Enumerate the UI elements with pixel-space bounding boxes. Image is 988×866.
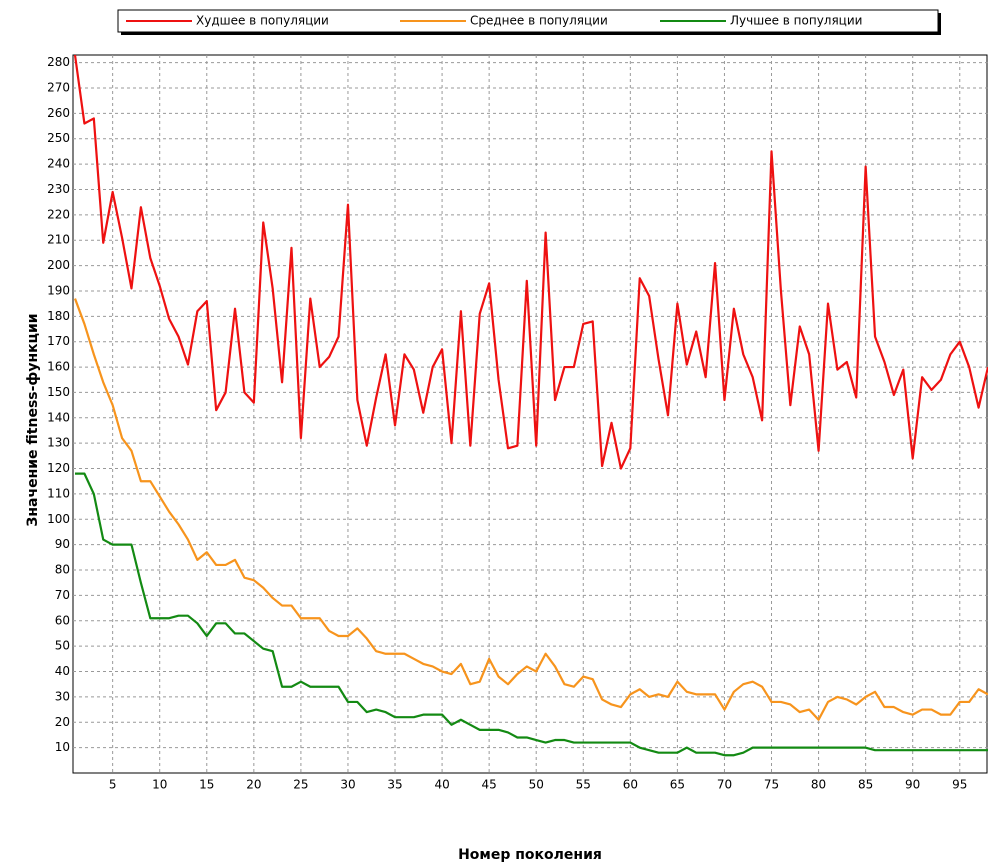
x-tick-label: 35 — [387, 778, 402, 792]
y-axis-title: Значение fitness-функции — [25, 313, 41, 526]
x-tick-label: 65 — [670, 778, 685, 792]
y-tick-label: 220 — [47, 207, 70, 221]
x-tick-label: 55 — [576, 778, 591, 792]
series-line — [73, 298, 988, 721]
y-tick-label: 150 — [47, 385, 70, 399]
y-tick-label: 270 — [47, 80, 70, 94]
y-tick-label: 240 — [47, 157, 70, 171]
y-tick-label: 100 — [47, 512, 70, 526]
y-tick-label: 80 — [55, 563, 70, 577]
y-tick-label: 20 — [55, 715, 70, 729]
legend-label: Среднее в популяции — [470, 14, 608, 28]
x-tick-label: 70 — [717, 778, 732, 792]
y-tick-label: 230 — [47, 182, 70, 196]
x-tick-label: 75 — [764, 778, 779, 792]
x-tick-label: 85 — [858, 778, 873, 792]
x-tick-label: 15 — [199, 778, 214, 792]
x-tick-label: 25 — [293, 778, 308, 792]
y-tick-label: 160 — [47, 360, 70, 374]
y-tick-label: 210 — [47, 233, 70, 247]
x-tick-label: 10 — [152, 778, 167, 792]
legend-label: Лучшее в популяции — [730, 14, 862, 28]
y-tick-label: 250 — [47, 131, 70, 145]
series-line — [75, 472, 988, 757]
x-tick-label: 90 — [905, 778, 920, 792]
y-tick-label: 110 — [47, 486, 70, 500]
y-tick-label: 170 — [47, 334, 70, 348]
y-tick-label: 70 — [55, 588, 70, 602]
y-tick-label: 130 — [47, 436, 70, 450]
x-axis-title: Номер поколения — [458, 847, 602, 863]
y-tick-label: 10 — [55, 740, 70, 754]
y-tick-label: 200 — [47, 258, 70, 272]
y-tick-label: 120 — [47, 461, 70, 475]
y-tick-label: 260 — [47, 106, 70, 120]
series-line — [73, 54, 988, 470]
x-tick-label: 5 — [109, 778, 117, 792]
x-tick-label: 95 — [952, 778, 967, 792]
y-tick-label: 50 — [55, 639, 70, 653]
y-tick-label: 30 — [55, 689, 70, 703]
y-tick-label: 140 — [47, 410, 70, 424]
y-tick-label: 180 — [47, 309, 70, 323]
x-tick-label: 50 — [529, 778, 544, 792]
x-tick-label: 45 — [482, 778, 497, 792]
x-tick-label: 40 — [434, 778, 449, 792]
legend-box — [117, 9, 939, 33]
x-tick-label: 30 — [340, 778, 355, 792]
x-tick-label: 80 — [811, 778, 826, 792]
y-tick-label: 60 — [55, 613, 70, 627]
y-tick-label: 190 — [47, 283, 70, 297]
plot-area — [72, 54, 988, 774]
y-tick-label: 280 — [47, 55, 70, 69]
y-tick-label: 90 — [55, 537, 70, 551]
x-tick-label: 60 — [623, 778, 638, 792]
y-tick-label: 40 — [55, 664, 70, 678]
x-tick-label: 20 — [246, 778, 261, 792]
legend-label: Худшее в популяции — [196, 14, 329, 28]
